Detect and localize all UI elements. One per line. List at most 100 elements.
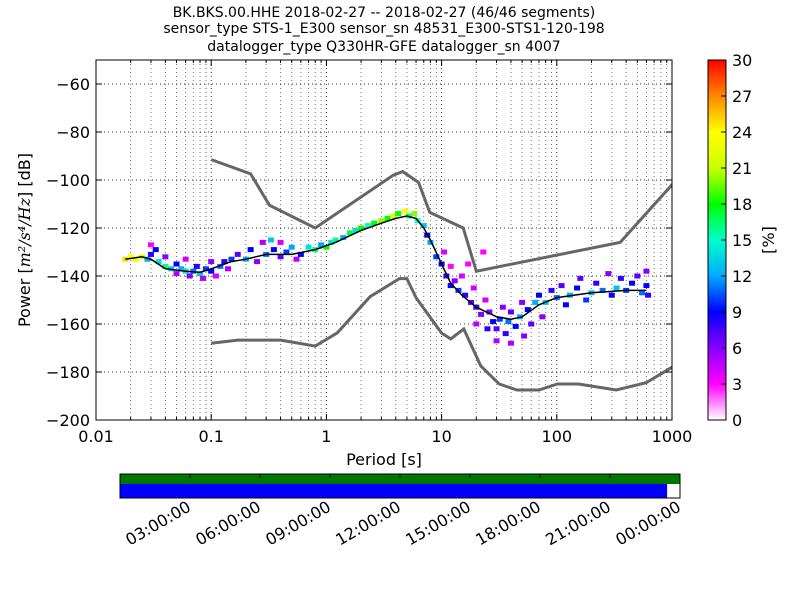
density-cell — [277, 239, 284, 245]
density-cell — [617, 275, 624, 281]
density-cell — [340, 235, 347, 241]
density-cell — [267, 237, 274, 243]
density-cell — [221, 259, 228, 265]
density-cell — [259, 239, 266, 245]
density-cell — [519, 299, 526, 305]
density-cell — [346, 230, 353, 236]
density-cell — [305, 244, 312, 250]
density-cell — [490, 319, 497, 325]
density-cell — [144, 256, 151, 262]
mode-line — [125, 215, 647, 320]
density-cell — [212, 273, 219, 279]
y-axis-label-units: m²/s⁴/Hz — [15, 197, 34, 267]
density-cell — [173, 261, 180, 267]
colorbar-label: [%] — [759, 226, 778, 254]
colorbar-tick-label: 24 — [732, 123, 752, 142]
density-cell — [524, 307, 531, 313]
density-cell — [328, 239, 335, 245]
colorbar-tick-label: 27 — [732, 87, 752, 106]
colorbar-tick-label: 0 — [732, 411, 742, 430]
density-cell — [645, 292, 652, 298]
density-cell — [629, 280, 636, 286]
density-cell — [200, 275, 207, 281]
density-cell — [371, 220, 378, 226]
density-cell — [493, 326, 500, 332]
density-cell — [447, 263, 454, 269]
density-cell — [427, 239, 434, 245]
density-cell — [507, 340, 514, 346]
density-cell — [318, 242, 325, 248]
density-cell — [599, 287, 606, 293]
x-axis-label: Period [s] — [346, 450, 422, 469]
density-cell — [293, 256, 300, 262]
density-cell — [208, 259, 215, 265]
timeline-top-bar — [120, 474, 680, 484]
timeline-label: 12:00:00 — [332, 497, 404, 549]
y-tick-label: −160 — [46, 315, 90, 334]
density-cell — [548, 287, 555, 293]
density-cell — [225, 266, 232, 272]
density-cell — [478, 311, 485, 317]
title-line-1: BK.BKS.00.HHE 2018-02-27 -- 2018-02-27 (… — [173, 5, 596, 21]
y-tick-label: −60 — [56, 75, 90, 94]
density-cell — [583, 297, 590, 303]
timeline-label: 09:00:00 — [262, 497, 334, 549]
x-tick-label: 1000 — [652, 427, 693, 446]
timeline-label: 15:00:00 — [402, 497, 474, 549]
density-cell — [643, 283, 650, 289]
density-cell — [613, 285, 620, 291]
density-cell — [147, 251, 154, 257]
density-cell — [532, 299, 539, 305]
timeline-label: 21:00:00 — [542, 497, 614, 549]
density-cell — [390, 213, 397, 219]
density-cell — [605, 271, 612, 277]
colorbar-tick-label: 18 — [732, 195, 752, 214]
density-cell — [528, 321, 535, 327]
density-cell — [493, 338, 500, 344]
density-cell — [228, 256, 235, 262]
data-availability-timeline: 03:00:0006:00:0009:00:0012:00:0015:00:00… — [119, 473, 684, 549]
density-cell — [162, 254, 169, 260]
density-cell — [505, 319, 512, 325]
density-cell — [643, 268, 650, 274]
timeline-label: 03:00:00 — [122, 497, 194, 549]
density-cell — [634, 273, 641, 279]
density-cell — [288, 244, 295, 250]
density-cell — [395, 211, 402, 217]
density-cell — [247, 247, 254, 253]
colorbar-tick-label: 12 — [732, 267, 752, 286]
density-cell — [186, 273, 193, 279]
density-cell — [384, 215, 391, 221]
y-axis-label: Power [m²/s⁴/Hz] [dB] — [15, 153, 34, 327]
plot-frame — [95, 59, 673, 421]
timeline-label: 06:00:00 — [192, 497, 264, 549]
density-cell — [178, 266, 185, 272]
y-axis-label-prefix: Power [ — [15, 267, 34, 327]
density-cell — [462, 292, 469, 298]
title-line-2: sensor_type STS-1_E300 sensor_sn 48531_E… — [163, 21, 604, 37]
density-cell — [365, 223, 372, 229]
y-axis-label-suffix: ] [dB] — [15, 153, 34, 198]
density-cell — [458, 273, 465, 279]
density-cell — [562, 302, 569, 308]
density-cell — [234, 251, 241, 257]
density-cell — [147, 242, 154, 248]
y-tick-label: −200 — [46, 411, 90, 430]
density-cell — [270, 247, 277, 253]
x-tick-label: 100 — [542, 427, 573, 446]
density-cells — [122, 208, 652, 346]
density-cell — [182, 256, 189, 262]
density-cell — [484, 326, 491, 332]
density-cell — [411, 211, 418, 217]
colorbar-tick-label: 21 — [732, 159, 752, 178]
density-cell — [539, 314, 546, 320]
density-cell — [208, 268, 215, 274]
density-cell — [499, 304, 506, 310]
density-cell — [473, 321, 480, 327]
timeline-label: 00:00:00 — [612, 497, 684, 549]
density-cell — [197, 271, 204, 277]
noise-model-line — [211, 277, 672, 392]
density-cell — [152, 247, 159, 253]
density-cell — [593, 280, 600, 286]
density-cell — [193, 263, 200, 269]
